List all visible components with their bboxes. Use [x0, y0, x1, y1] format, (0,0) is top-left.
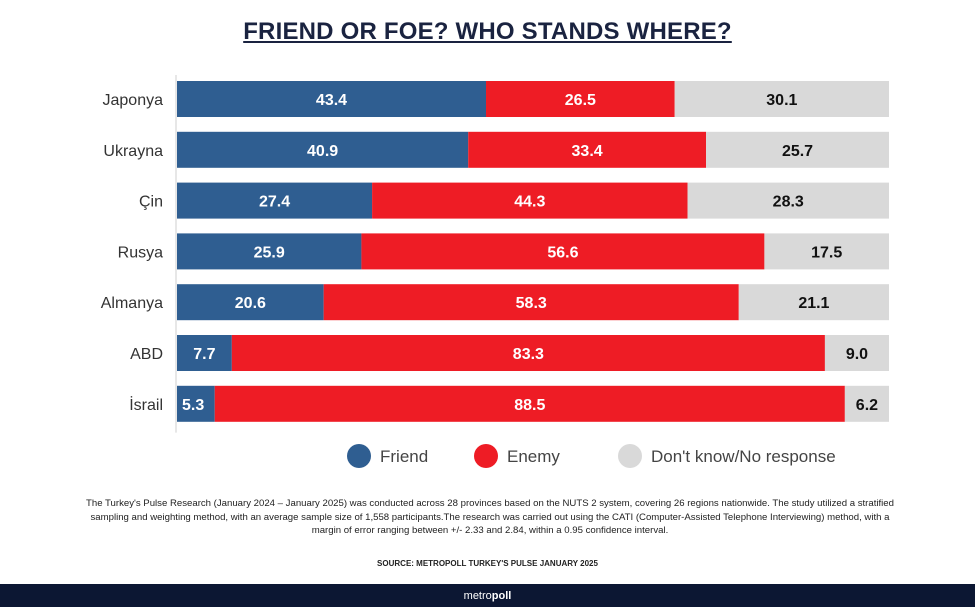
- category-label: Rusya: [118, 244, 163, 261]
- bar-segment-no-response: [764, 233, 889, 270]
- data-label: 58.3: [516, 295, 547, 312]
- legend-marker-friend: [347, 444, 371, 468]
- category-label: ABD: [130, 346, 163, 363]
- footer-bar: metropoll: [0, 584, 975, 607]
- category-label: Ukrayna: [103, 143, 163, 160]
- brand-part-2: poll: [491, 589, 512, 602]
- bar-segment-enemy: [323, 284, 739, 321]
- bar-segment-no-response: [687, 182, 889, 219]
- data-label: 33.4: [572, 143, 603, 160]
- bar-segment-no-response: [824, 335, 889, 371]
- data-label: 40.9: [307, 143, 338, 160]
- brand-part-1: metro: [463, 589, 492, 602]
- legend-marker-no-response: [618, 444, 642, 468]
- bar-segment-no-response: [738, 284, 889, 321]
- data-label: 30.1: [766, 92, 797, 109]
- legend-label: Enemy: [507, 447, 560, 466]
- category-label: Almanya: [101, 295, 163, 312]
- bar-segment-enemy: [361, 233, 765, 270]
- category-label: Çin: [139, 194, 163, 211]
- legend-label: Don't know/No response: [651, 447, 836, 466]
- bar-segment-enemy: [214, 385, 845, 422]
- legend-marker-enemy: [474, 444, 498, 468]
- bar-segment-friend: [177, 284, 324, 321]
- bar-segment-no-response: [706, 131, 889, 168]
- bar-segment-enemy: [468, 131, 707, 168]
- data-label: 88.5: [514, 397, 545, 414]
- data-label: 44.3: [514, 194, 545, 211]
- bar-segment-friend: [177, 385, 215, 422]
- data-label: 26.5: [565, 92, 596, 109]
- category-label: Japonya: [103, 92, 164, 109]
- bar-segment-enemy: [231, 335, 825, 371]
- bar-segment-friend: [177, 81, 487, 117]
- data-label: 56.6: [547, 244, 578, 261]
- bar-segment-enemy: [372, 182, 688, 219]
- bar-segment-friend: [177, 335, 232, 371]
- brand-logo: metropoll: [464, 590, 512, 602]
- bar-segment-friend: [177, 233, 362, 270]
- stacked-bar-chart: Japonya 43.4 26.5 30.1 Ukrayna 40.9 33.4 25.7 Çi…: [101, 75, 889, 468]
- data-label: 83.3: [513, 346, 544, 363]
- bar-segment-no-response: [674, 81, 889, 117]
- chart-title: FRIEND OR FOE? WHO STANDS WHERE?: [243, 18, 732, 45]
- data-label: 20.6: [235, 295, 266, 312]
- category-label: İsrail: [129, 395, 163, 414]
- data-label: 6.2: [856, 397, 878, 414]
- data-label: 25.7: [782, 143, 813, 160]
- source-note: SOURCE: METROPOLL TURKEY'S PULSE JANUARY…: [377, 559, 598, 568]
- data-label: 5.3: [182, 397, 204, 414]
- data-label: 9.0: [846, 346, 868, 363]
- data-label: 21.1: [798, 295, 829, 312]
- data-label: 43.4: [316, 92, 347, 109]
- data-label: 17.5: [811, 244, 842, 261]
- data-label: 7.7: [193, 346, 215, 363]
- bar-segment-friend: [177, 131, 469, 168]
- bar-segment-enemy: [486, 81, 675, 117]
- data-label: 28.3: [773, 194, 804, 211]
- data-label: 27.4: [259, 194, 290, 211]
- data-label: 25.9: [254, 244, 285, 261]
- bar-segment-friend: [177, 182, 373, 219]
- legend-label: Friend: [380, 447, 428, 466]
- bar-segment-no-response: [844, 385, 889, 422]
- methodology-footnote: The Turkey's Pulse Research (January 202…: [86, 498, 894, 536]
